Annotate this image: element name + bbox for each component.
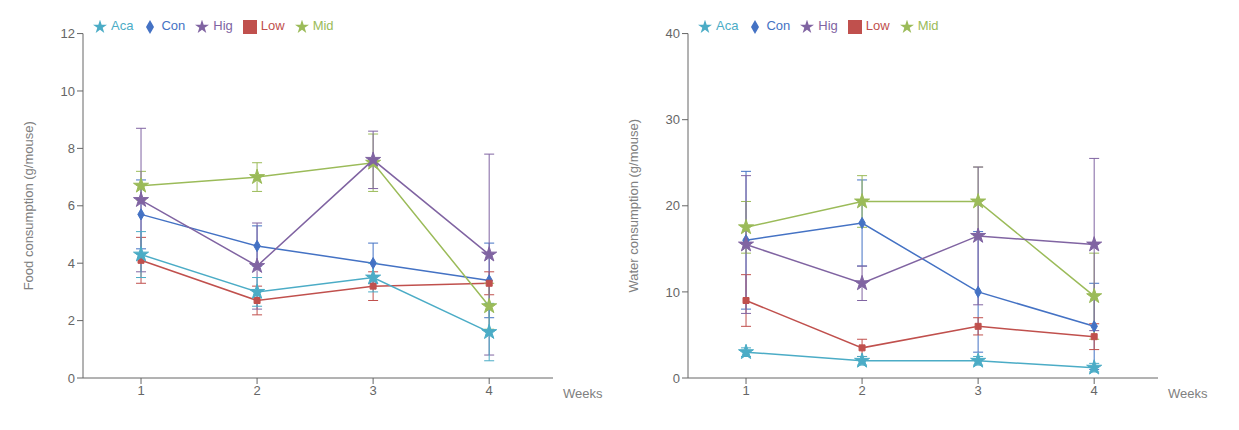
svg-text:4: 4 (486, 383, 493, 398)
html-text:Hig: Hig (213, 18, 233, 33)
svg-text:4: 4 (68, 256, 75, 271)
svg-text:30: 30 (666, 112, 680, 127)
svg-text:40: 40 (666, 26, 680, 41)
html-text:Low: Low (865, 18, 890, 33)
svg-text:0: 0 (68, 371, 75, 386)
svg-text:3: 3 (370, 383, 377, 398)
svg-text:Water consumption (g/mouse): Water consumption (g/mouse) (626, 119, 641, 293)
svg-text:Weeks: Weeks (563, 386, 603, 401)
html-text:Mid: Mid (917, 18, 939, 33)
html-text:Aca: Aca (111, 18, 134, 33)
svg-text:Weeks: Weeks (1168, 386, 1208, 401)
svg-text:4: 4 (1091, 383, 1098, 398)
svg-text:10: 10 (61, 84, 75, 99)
svg-text:2: 2 (68, 313, 75, 328)
html-text:Aca: Aca (716, 18, 739, 33)
svg-text:1: 1 (742, 383, 749, 398)
html-text:Con: Con (161, 18, 186, 33)
html-text:Hig: Hig (818, 18, 838, 33)
svg-text:8: 8 (68, 141, 75, 156)
html-text:Mid: Mid (312, 18, 334, 33)
svg-text:2: 2 (253, 383, 260, 398)
svg-text:0: 0 (673, 371, 680, 386)
html-text:Low: Low (260, 18, 285, 33)
svg-text:10: 10 (666, 285, 680, 300)
svg-text:12: 12 (61, 26, 75, 41)
svg-text:Food consumption (g/mouse): Food consumption (g/mouse) (21, 121, 36, 290)
svg-text:20: 20 (666, 198, 680, 213)
svg-text:6: 6 (68, 198, 75, 213)
svg-text:1: 1 (137, 383, 144, 398)
svg-text:2: 2 (858, 383, 865, 398)
svg-text:3: 3 (975, 383, 982, 398)
html-text:Con: Con (766, 18, 791, 33)
